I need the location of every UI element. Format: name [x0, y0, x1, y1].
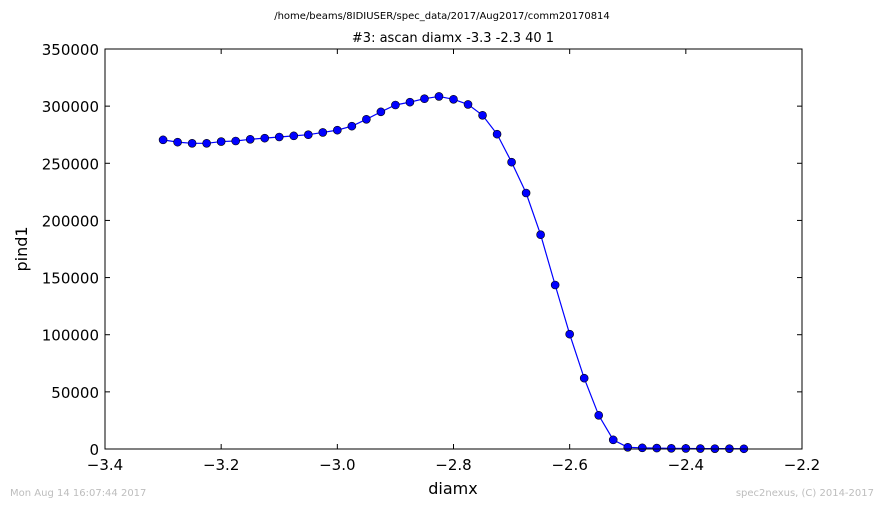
y-tick-label: 300000: [42, 98, 99, 116]
data-point: [449, 94, 458, 104]
data-point: [216, 137, 226, 146]
data-point: [274, 132, 284, 142]
y-tick-label: 350000: [42, 41, 99, 59]
y-tick-label: 150000: [42, 270, 99, 288]
data-point: [362, 114, 371, 124]
data-point: [681, 444, 691, 453]
data-point: [623, 442, 633, 452]
data-point: [187, 138, 197, 148]
data-point: [637, 443, 647, 453]
data-point: [158, 135, 168, 145]
data-point: [478, 110, 487, 120]
x-axis-label: diamx: [428, 479, 477, 498]
x-tick-label: −3.4: [87, 456, 123, 474]
data-point: [202, 138, 211, 148]
data-point: [391, 100, 400, 110]
data-point: [565, 329, 574, 339]
data-point: [463, 100, 473, 109]
x-tick-label: −3.0: [319, 456, 355, 474]
data-point: [289, 131, 299, 141]
y-tick-label: 100000: [42, 327, 99, 345]
chart-suptitle: /home/beams/8IDIUSER/spec_data/2017/Aug2…: [274, 11, 610, 22]
x-tick-label: −3.2: [203, 456, 239, 474]
data-point: [550, 280, 560, 290]
chart-title: #3: ascan diamx -3.3 -2.3 40 1: [352, 31, 554, 46]
x-tick-label: −2.2: [784, 456, 820, 474]
footer-timestamp: Mon Aug 14 16:07:44 2017: [10, 488, 147, 499]
data-point: [231, 136, 240, 146]
data-point: [318, 128, 328, 137]
data-point: [667, 444, 676, 453]
data-point: [405, 97, 415, 107]
data-point: [434, 92, 444, 101]
data-point: [260, 133, 270, 143]
plot-frame: [104, 48, 803, 450]
data-point: [173, 137, 182, 147]
y-tick-label: 50000: [51, 384, 99, 402]
data-point: [652, 443, 662, 453]
data-point: [579, 373, 589, 383]
data-point: [492, 129, 502, 139]
footer-credit: spec2nexus, (C) 2014-2017: [735, 488, 874, 499]
data-point: [347, 121, 357, 131]
x-tick-label: −2.4: [668, 456, 704, 474]
data-point: [420, 94, 429, 104]
data-point: [594, 410, 604, 420]
data-point: [303, 130, 313, 140]
data-point: [507, 157, 516, 167]
y-tick-label: 0: [89, 441, 99, 459]
data-point: [521, 188, 531, 198]
y-axis-label: pind1: [12, 226, 31, 271]
data-point: [608, 435, 618, 445]
y-tick-label: 200000: [42, 212, 99, 230]
data-point: [536, 230, 545, 240]
x-tick-label: −2.8: [435, 456, 471, 474]
axis-ticks: −3.4 −3.2 −3.0 −2.8 −2.6 −2.4 −2.2 0 50000 100000…: [42, 41, 820, 474]
data-point: [376, 107, 386, 117]
y-tick-label: 250000: [42, 155, 99, 173]
series-line: [162, 95, 744, 450]
data-point: [245, 134, 255, 144]
data-series: [158, 92, 749, 454]
data-point: [333, 125, 342, 135]
x-tick-label: −2.6: [551, 456, 587, 474]
